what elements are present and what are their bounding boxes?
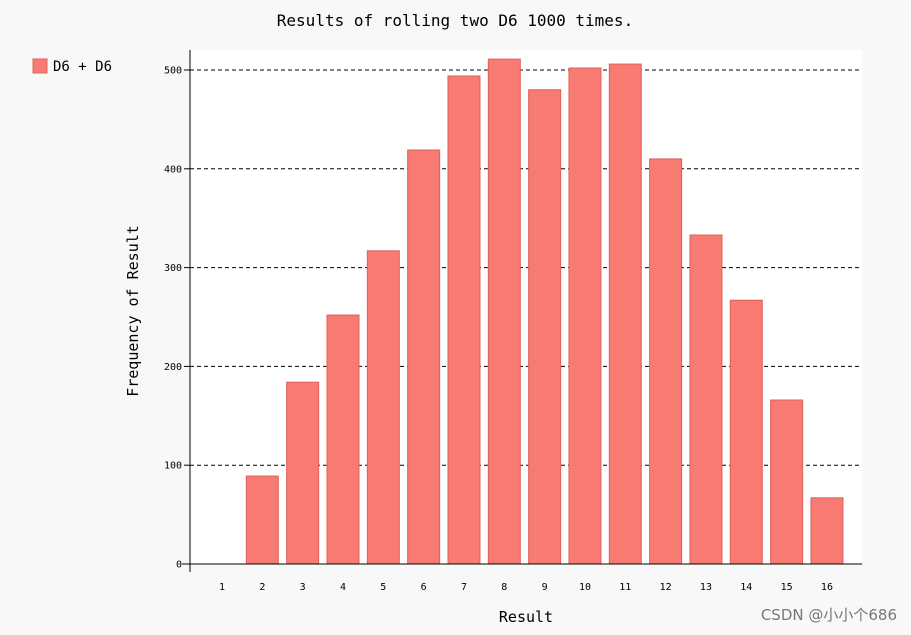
bar-8 [487, 58, 521, 565]
chart-title: Results of rolling two D6 1000 times. [277, 11, 633, 30]
x-tick-label: 6 [421, 582, 427, 593]
y-tick-label: 100 [164, 461, 182, 472]
x-tick-label: 4 [340, 582, 346, 593]
x-tick-labels: 1 2 3 4 5 6 7 8 9 10 11 12 13 14 15 16 [219, 582, 833, 593]
x-tick-label: 15 [781, 582, 793, 593]
y-tick-label: 300 [164, 263, 182, 274]
bar-15 [770, 399, 804, 565]
bar-10 [568, 67, 602, 565]
x-axis-title: Result [499, 608, 553, 626]
x-tick-label: 12 [660, 582, 672, 593]
bar-16 [810, 497, 844, 565]
bar-4 [326, 314, 360, 565]
x-tick-label: 1 [219, 582, 225, 593]
y-axis-title: Frequency of Result [124, 225, 142, 397]
bar-14 [729, 299, 763, 565]
legend-swatch [32, 58, 48, 74]
x-tick-label: 14 [740, 582, 752, 593]
y-tick-label: 200 [164, 362, 182, 373]
axes [182, 50, 862, 572]
x-tick-label: 10 [579, 582, 591, 593]
x-tick-label: 7 [461, 582, 467, 593]
bar-3 [286, 381, 320, 565]
bar-13 [689, 234, 723, 565]
x-tick-label: 13 [700, 582, 712, 593]
x-tick-label: 8 [501, 582, 507, 593]
x-tick-label: 5 [380, 582, 386, 593]
bar-11 [608, 63, 642, 565]
y-tick-label: 0 [176, 560, 182, 571]
x-tick-label: 9 [542, 582, 548, 593]
bar-6 [407, 149, 441, 565]
x-tick-label: 11 [619, 582, 631, 593]
bars [245, 58, 844, 565]
bar-5 [366, 250, 400, 565]
y-tick-label: 500 [164, 66, 182, 77]
x-tick-label: 3 [300, 582, 306, 593]
bar-12 [649, 158, 683, 565]
y-tick-label: 400 [164, 164, 182, 175]
x-tick-label: 2 [259, 582, 265, 593]
bar-7 [447, 75, 481, 565]
watermark: CSDN @小小个686 [760, 606, 897, 624]
bar-2 [245, 475, 279, 565]
legend-label: D6 + D6 [53, 59, 112, 75]
x-tick-label: 16 [821, 582, 833, 593]
legend: D6 + D6 [32, 58, 112, 75]
y-tick-labels: 0 100 200 300 400 500 [164, 66, 190, 571]
bar-9 [528, 89, 562, 565]
